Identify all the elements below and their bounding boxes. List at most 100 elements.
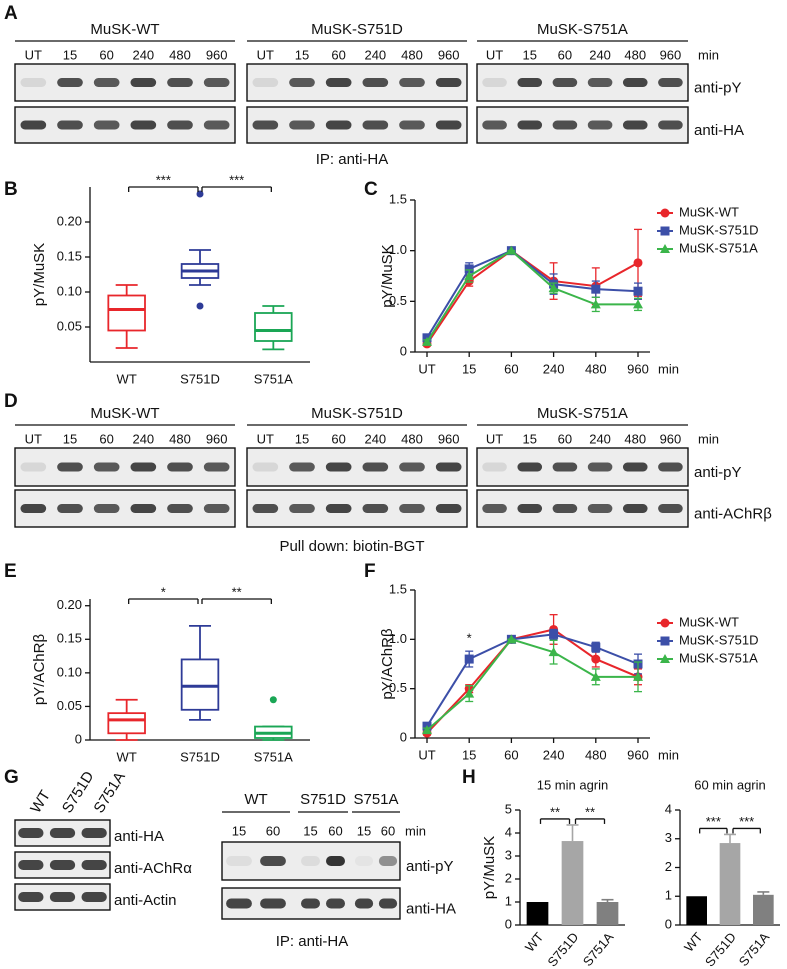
- blot-group-label: MuSK-S751D: [311, 21, 403, 38]
- point: [464, 654, 474, 664]
- blot-band: [658, 504, 683, 513]
- blot-band: [252, 462, 279, 472]
- lane-label: UT: [257, 431, 274, 446]
- point: [590, 299, 601, 309]
- antibody-label: anti-HA: [114, 828, 164, 845]
- blot-band: [658, 120, 683, 130]
- blot-band: [435, 120, 462, 130]
- y-tick-label: 2: [505, 870, 512, 885]
- y-tick-label: 0.5: [389, 680, 407, 695]
- legend-label: MuSK-S751A: [679, 240, 758, 255]
- blot-band: [289, 120, 315, 130]
- blot-band: [325, 120, 352, 130]
- y-tick-label: 0: [400, 729, 407, 744]
- series-line: [426, 249, 639, 339]
- blot-band: [435, 462, 462, 472]
- y-tick-label: 4: [505, 824, 512, 839]
- significance-label: **: [550, 804, 560, 819]
- x-axis-label: min: [658, 361, 679, 376]
- point: [464, 271, 475, 280]
- blot-group-label: MuSK-WT: [90, 405, 159, 422]
- blot-panel: [14, 489, 236, 528]
- blot-band: [552, 462, 578, 472]
- blot-band: [482, 462, 507, 472]
- panel-letter: F: [364, 561, 376, 582]
- blot-panel: [221, 841, 401, 881]
- x-tick-label: 960: [627, 361, 649, 376]
- point: [506, 634, 517, 644]
- blot-band: [587, 120, 613, 130]
- blot-group-label: MuSK-S751D: [311, 405, 403, 422]
- lane-label: 240: [132, 47, 154, 62]
- blot-band: [167, 120, 193, 130]
- blot-group-label: S751D: [300, 791, 346, 808]
- blot-band: [20, 78, 47, 87]
- outlier: [196, 190, 204, 198]
- point: [633, 299, 643, 309]
- blot-band: [435, 504, 462, 513]
- blot-band: [326, 898, 345, 909]
- x-tick-label: S751D: [180, 749, 220, 764]
- point: [660, 226, 670, 236]
- panel-letter: A: [4, 3, 18, 24]
- antibody-label: anti-pY: [406, 858, 454, 875]
- significance-label: **: [232, 584, 242, 599]
- blot-band: [622, 120, 648, 130]
- x-tick-label: S751D: [702, 929, 739, 969]
- blot-band: [57, 462, 83, 472]
- point: [660, 208, 670, 218]
- x-tick-label: 15: [462, 361, 476, 376]
- series-line: [426, 628, 639, 734]
- blot-band: [517, 78, 543, 87]
- chart-title: 60 min agrin: [694, 777, 766, 792]
- blot-band: [482, 504, 507, 513]
- bar: [753, 894, 774, 925]
- bar: [596, 902, 619, 925]
- lane-label: 60: [558, 431, 572, 446]
- lane-label: 480: [401, 47, 423, 62]
- y-tick-label: 0.05: [57, 318, 82, 333]
- blot-band: [552, 78, 578, 87]
- blot-band: [587, 78, 613, 87]
- x-tick-label: 480: [585, 747, 607, 762]
- y-axis-label: pY/AChRβ: [31, 634, 48, 706]
- blot-band: [399, 504, 425, 513]
- blot-band: [93, 504, 120, 513]
- bar: [526, 902, 549, 925]
- blot-band: [226, 898, 252, 909]
- lane-label: 240: [589, 47, 611, 62]
- x-tick-label: S751A: [736, 929, 773, 969]
- y-tick-label: 0: [75, 731, 82, 746]
- series-line: [426, 633, 639, 727]
- blot-band: [399, 78, 425, 87]
- antibody-label: anti-Actin: [114, 892, 177, 909]
- panel-letter: C: [364, 179, 378, 200]
- lane-label: 15: [357, 823, 371, 838]
- unit-label: min: [698, 47, 719, 62]
- blot-band: [203, 462, 230, 472]
- x-tick-label: S751A: [254, 749, 293, 764]
- point: [548, 647, 559, 657]
- blot-band: [362, 504, 389, 513]
- blot-band: [93, 78, 120, 87]
- lane-label: 960: [438, 431, 460, 446]
- blot-band: [203, 78, 230, 87]
- blot-band: [81, 860, 107, 870]
- panel-letter: E: [4, 561, 17, 582]
- blot-group-label: MuSK-S751A: [537, 21, 628, 38]
- blot-band: [362, 120, 389, 130]
- blot-band: [252, 120, 279, 130]
- lane-label: 15: [232, 823, 246, 838]
- point: [590, 671, 601, 681]
- legend-label: MuSK-WT: [679, 614, 739, 629]
- lane-label: 240: [589, 431, 611, 446]
- lane-label: S751A: [91, 769, 129, 816]
- point: [591, 642, 601, 652]
- blot-band: [57, 504, 83, 513]
- lane-label: 60: [266, 823, 280, 838]
- y-tick-label: 1: [505, 893, 512, 908]
- x-tick-label: WT: [522, 929, 547, 954]
- blot-panel: [476, 489, 689, 528]
- blot-band: [167, 504, 193, 513]
- unit-label: min: [405, 823, 426, 838]
